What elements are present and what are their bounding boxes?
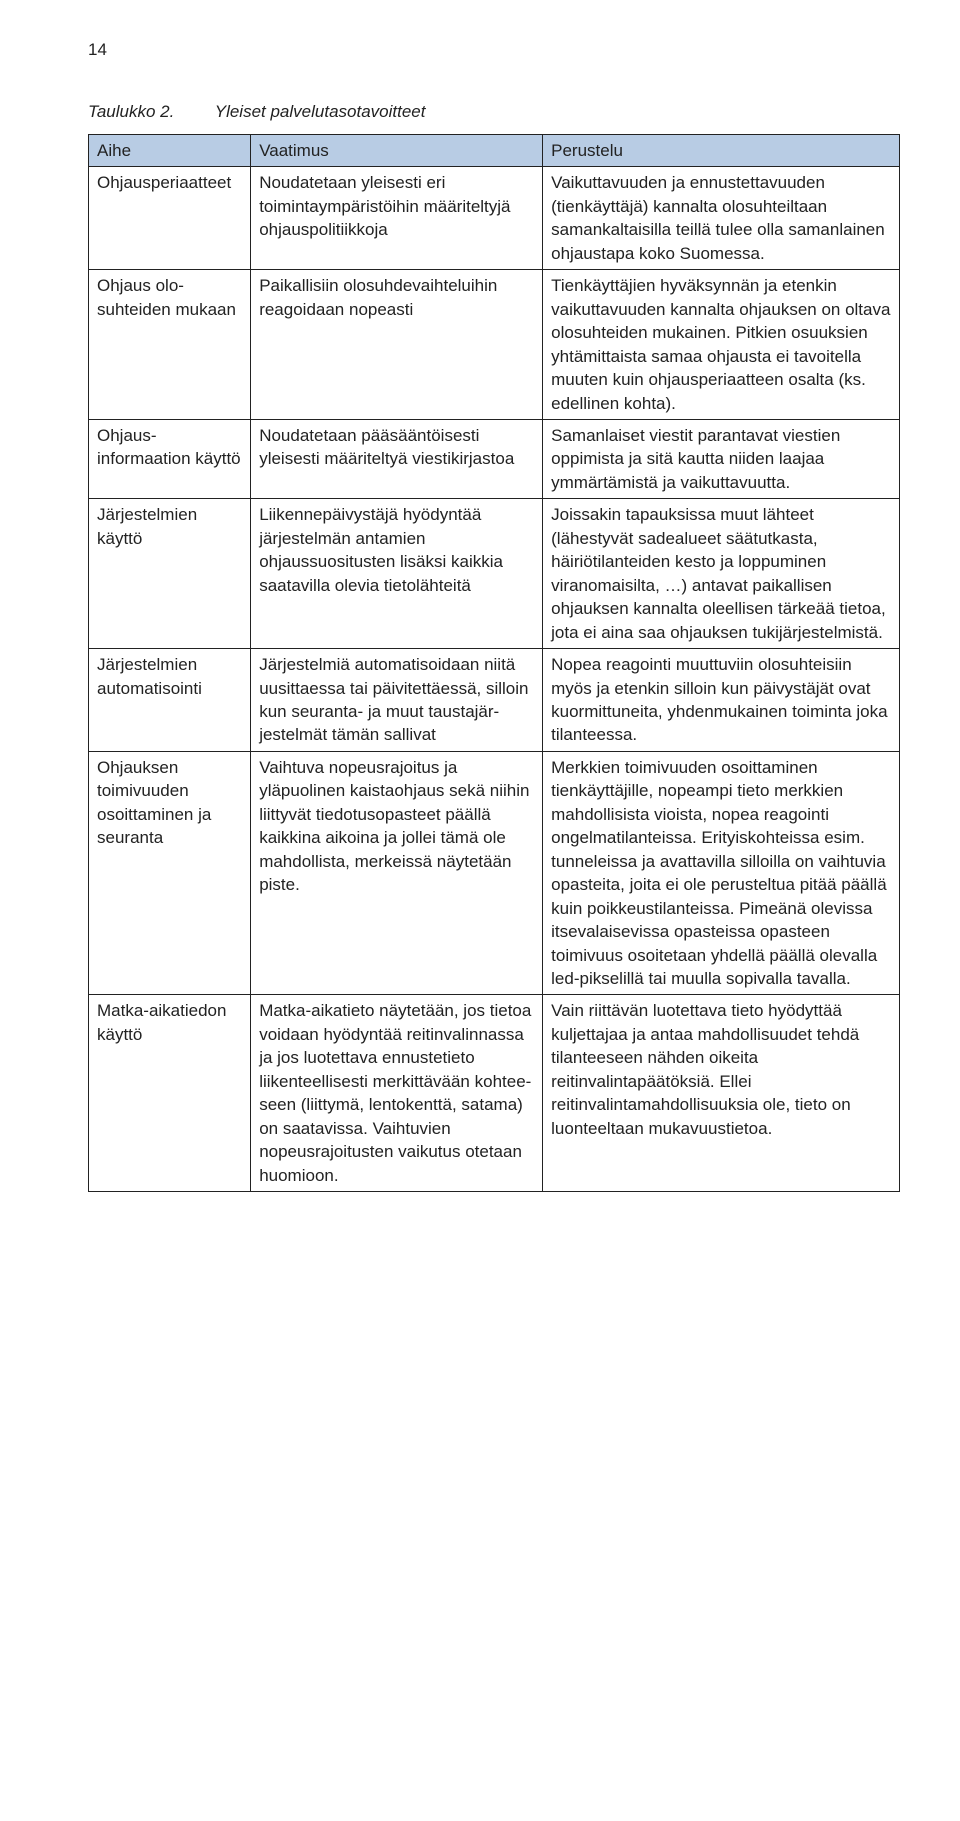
col-header-aihe: Aihe	[89, 135, 251, 167]
table-row: Matka-aikatiedon käyttö Matka-aikatieto …	[89, 995, 900, 1192]
cell-aihe: Ohjaus­periaatteet	[89, 167, 251, 270]
cell-vaatimus: Järjestelmiä automatisoi­daan niitä uusi…	[251, 649, 543, 752]
table-row: Ohjauksen toimivuuden osoittaminen ja se…	[89, 751, 900, 995]
cell-perustelu: Merkkien toimivuuden osoittaminen tienkä…	[543, 751, 900, 995]
service-level-table: Aihe Vaatimus Perustelu Ohjaus­periaatte…	[88, 134, 900, 1192]
table-row: Järjestelmien automatisoin­ti Järjestelm…	[89, 649, 900, 752]
cell-aihe: Ohjauksen toimivuuden osoittaminen ja se…	[89, 751, 251, 995]
table-row: Ohjaus­periaatteet Noudatetaan yleisesti…	[89, 167, 900, 270]
cell-vaatimus: Vaihtuva nopeusrajoitus ja yläpuolinen k…	[251, 751, 543, 995]
table-caption: Taulukko 2. Yleiset palvelutasotavoittee…	[88, 102, 900, 122]
cell-vaatimus: Noudatetaan pääsääntöisesti yleisesti mä…	[251, 419, 543, 498]
cell-aihe: Ohjaus olo­suhteiden mukaan	[89, 270, 251, 420]
cell-aihe: Ohjaus­informaation käyttö	[89, 419, 251, 498]
col-header-vaatimus: Vaatimus	[251, 135, 543, 167]
cell-vaatimus: Paikallisiin olosuhdevaihte­luihin reago…	[251, 270, 543, 420]
cell-perustelu: Nopea reagointi muuttuviin olosuh­teisii…	[543, 649, 900, 752]
cell-aihe: Järjestelmien käyttö	[89, 499, 251, 649]
cell-vaatimus: Liikennepäivystäjä hyödyn­tää järjestelm…	[251, 499, 543, 649]
page-number: 14	[88, 40, 900, 60]
table-row: Järjestelmien käyttö Liikennepäivystäjä …	[89, 499, 900, 649]
cell-perustelu: Samanlaiset viestit parantavat vies­tien…	[543, 419, 900, 498]
table-header-row: Aihe Vaatimus Perustelu	[89, 135, 900, 167]
cell-perustelu: Vain riittävän luotettava tieto hyö­dytt…	[543, 995, 900, 1192]
cell-perustelu: Vaikuttavuuden ja ennustettavuuden (tien…	[543, 167, 900, 270]
cell-aihe: Matka-aikatiedon käyttö	[89, 995, 251, 1192]
cell-vaatimus: Noudatetaan yleisesti eri toimintaympäri…	[251, 167, 543, 270]
table-row: Ohjaus­informaation käyttö Noudatetaan p…	[89, 419, 900, 498]
col-header-perustelu: Perustelu	[543, 135, 900, 167]
cell-vaatimus: Matka-aikatieto näytetään, jos tietoa vo…	[251, 995, 543, 1192]
caption-text: Yleiset palvelutasotavoitteet	[215, 102, 426, 121]
cell-perustelu: Tienkäyttäjien hyväksynnän ja eten­kin v…	[543, 270, 900, 420]
caption-label: Taulukko 2.	[88, 102, 210, 122]
table-body: Ohjaus­periaatteet Noudatetaan yleisesti…	[89, 167, 900, 1192]
cell-aihe: Järjestelmien automatisoin­ti	[89, 649, 251, 752]
table-row: Ohjaus olo­suhteiden mukaan Paikallisiin…	[89, 270, 900, 420]
cell-perustelu: Joissakin tapauksissa muut lähteet (lähe…	[543, 499, 900, 649]
